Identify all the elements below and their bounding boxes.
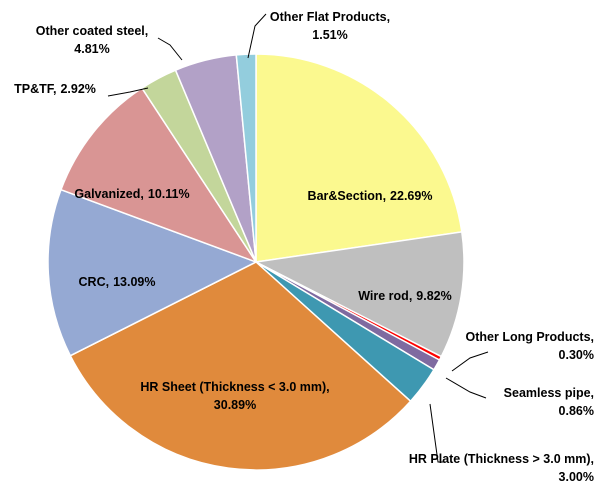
slice [235,53,257,263]
pie [47,53,465,471]
value-label: 3.00% [559,470,594,484]
category-label: CRC, [79,275,110,289]
value-label: 22.69% [390,189,432,203]
value-label: 13.09% [113,275,155,289]
data-label: HR Sheet (Thickness < 3.0 mm), 30.89% [140,380,329,412]
data-label: Other Long Products, 0.30% [466,330,594,362]
value-label: 2.92% [60,82,95,96]
data-label: Other coated steel, 4.81% [36,24,149,56]
slice [47,188,258,357]
value-label: 1.51% [312,28,347,42]
value-label: 10.11% [148,187,190,201]
leader-line [107,87,149,97]
data-label: Galvanized, 10.11% [74,187,189,201]
data-label: Wire rod, 9.82% [358,289,452,303]
category-label: Seamless pipe, [504,386,594,400]
labels: Bar&Section, 22.69% Wire rod, 9.82% Other Lo… [14,10,594,484]
leader-line [247,13,267,59]
category-label: HR Plate (Thickness > 3.0 mm), [409,452,594,466]
leader-lines [107,13,489,463]
category-label: TP&TF, [14,82,56,96]
slice [69,261,412,471]
value-label: 30.89% [214,398,256,412]
leader-line [429,403,446,463]
leader-line [451,351,489,372]
slice [60,87,258,264]
slice [255,53,463,263]
leader-line [157,37,183,61]
value-label: 9.82% [416,289,451,303]
value-label: 0.86% [559,404,594,418]
data-label: Seamless pipe, 0.86% [504,386,594,418]
value-label: 0.30% [559,348,594,362]
leader-line [445,377,487,399]
data-label: Other Flat Products, 1.51% [270,10,390,42]
data-label: HR Plate (Thickness > 3.0 mm), 3.00% [409,452,594,484]
value-label: 4.81% [74,42,109,56]
data-label: TP&TF, 2.92% [14,82,96,96]
category-label: Other Long Products, [466,330,594,344]
slice [253,231,465,358]
category-label: HR Sheet (Thickness < 3.0 mm), [140,380,329,394]
category-label: Other coated steel, [36,24,149,38]
data-label: Bar&Section, 22.69% [308,189,433,203]
category-label: Other Flat Products, [270,10,390,24]
category-label: Galvanized, [74,187,143,201]
category-label: Bar&Section, [308,189,387,203]
category-label: Wire rod, [358,289,412,303]
data-label: CRC, 13.09% [79,275,156,289]
